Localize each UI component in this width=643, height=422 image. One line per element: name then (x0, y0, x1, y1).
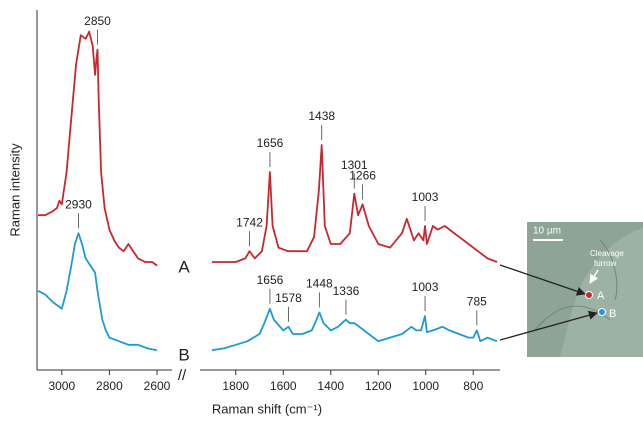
y-axis-label: Raman intensity (7, 143, 22, 237)
peak-label: 2850 (84, 14, 111, 28)
x-tick-label: 2800 (96, 379, 123, 393)
arrow (499, 264, 586, 296)
x-tick-label: 2600 (144, 379, 171, 393)
peak-label: 1266 (349, 169, 376, 183)
series-label: A (178, 257, 190, 276)
peak-label: 1448 (306, 277, 333, 291)
peak-label: 2930 (65, 197, 92, 211)
peak-label: 1438 (308, 109, 335, 123)
x-tick-label: 1800 (222, 379, 249, 393)
x-tick-label: 3000 (48, 379, 75, 393)
annotation-arrow (589, 269, 599, 284)
peak-label: 1656 (257, 136, 284, 150)
peak-label: 1742 (236, 215, 263, 229)
x-tick-label: 800 (463, 379, 483, 393)
x-tick-label: 1600 (270, 379, 297, 393)
annotation: Cleavage (590, 249, 624, 258)
point-label: B (609, 308, 616, 320)
peak-label: 1656 (257, 273, 284, 287)
x-tick-label: 1400 (317, 379, 344, 393)
x-tick-label: 1000 (412, 379, 439, 393)
inset-image: 10 µm Cleavage furrow A B (527, 222, 643, 357)
peak-label: 1336 (333, 284, 360, 298)
annotation: furrow (594, 259, 616, 268)
axis-break: // (178, 367, 187, 384)
spectrum (212, 144, 498, 263)
peak-label: 1578 (275, 291, 302, 305)
x-tick-label: 1200 (365, 379, 392, 393)
spectrum (211, 307, 498, 352)
x-axis-label: Raman shift (cm⁻¹) (212, 401, 322, 416)
peak-label: 1003 (412, 190, 439, 204)
spectrum (37, 232, 158, 352)
scale-bar-label: 10 µm (533, 226, 561, 237)
spectrum (38, 30, 158, 267)
peak-label: 785 (467, 295, 487, 309)
peak-label: 1301 (341, 158, 368, 172)
cell (560, 228, 643, 357)
point-a (585, 291, 593, 299)
series-label: B (178, 346, 189, 365)
point-label: A (597, 290, 605, 302)
point-b (598, 308, 606, 316)
peak-label: 1003 (412, 280, 439, 294)
arrow (499, 310, 598, 341)
